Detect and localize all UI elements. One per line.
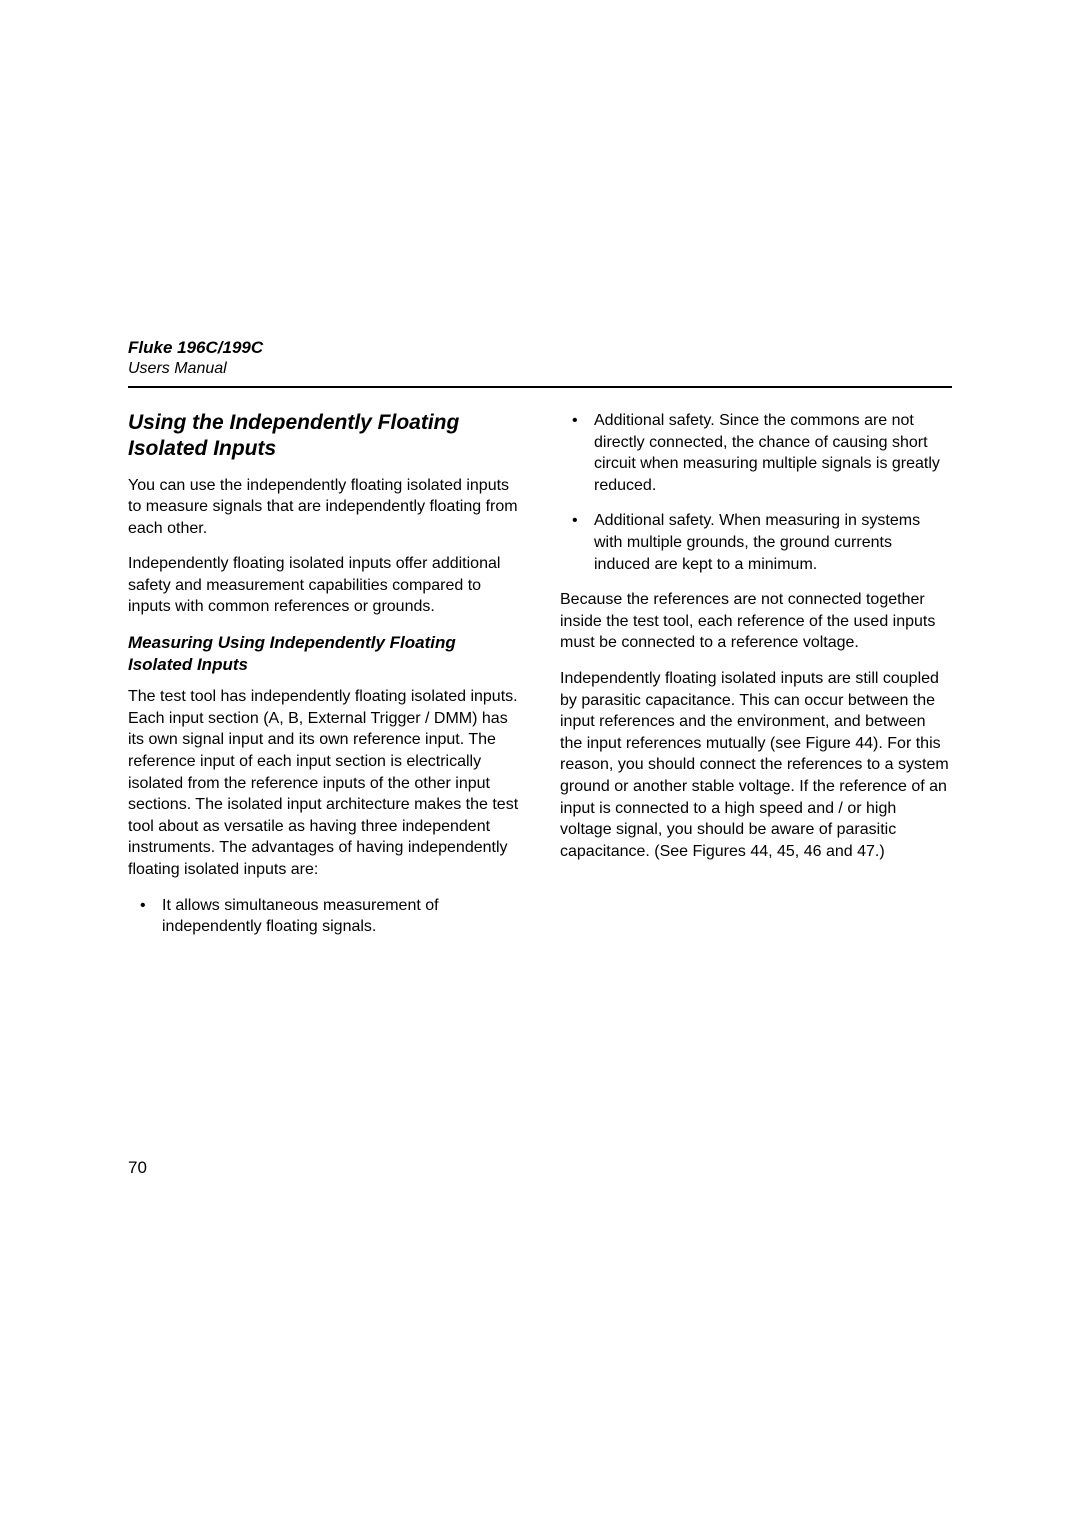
paragraph: The test tool has independently floating… [128, 686, 520, 880]
document-type: Users Manual [128, 360, 952, 378]
paragraph: Independently floating isolated inputs o… [128, 553, 520, 618]
left-column: Using the Independently Floating Isolate… [128, 410, 520, 952]
list-item: Additional safety. Since the commons are… [560, 410, 952, 496]
section-heading: Using the Independently Floating Isolate… [128, 410, 520, 463]
list-item: It allows simultaneous measurement of in… [128, 895, 520, 938]
subsection-heading: Measuring Using Independently Floating I… [128, 632, 520, 676]
right-column: Additional safety. Since the commons are… [560, 410, 952, 952]
page-number: 70 [128, 1158, 147, 1178]
paragraph: Because the references are not connected… [560, 589, 952, 654]
bullet-list: Additional safety. Since the commons are… [560, 410, 952, 575]
header-rule [128, 386, 952, 388]
list-item: Additional safety. When measuring in sys… [560, 510, 952, 575]
paragraph: You can use the independently floating i… [128, 475, 520, 540]
product-name: Fluke 196C/199C [128, 338, 952, 358]
two-column-layout: Using the Independently Floating Isolate… [128, 410, 952, 952]
paragraph: Independently floating isolated inputs a… [560, 668, 952, 862]
page-header: Fluke 196C/199C Users Manual [128, 338, 952, 378]
bullet-list: It allows simultaneous measurement of in… [128, 895, 520, 938]
